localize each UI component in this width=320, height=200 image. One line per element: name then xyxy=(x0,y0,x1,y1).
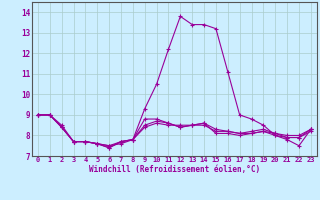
X-axis label: Windchill (Refroidissement éolien,°C): Windchill (Refroidissement éolien,°C) xyxy=(89,165,260,174)
